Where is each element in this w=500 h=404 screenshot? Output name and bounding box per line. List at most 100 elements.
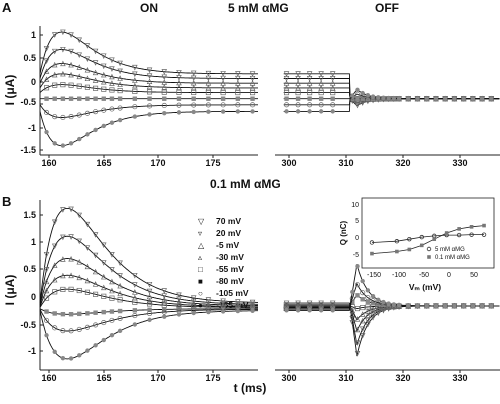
data-point-20-mv bbox=[161, 293, 168, 299]
data-point-155-mv bbox=[44, 333, 49, 338]
data-point-155-mv bbox=[109, 120, 115, 125]
data-point-20-mv bbox=[43, 58, 50, 64]
data-point-155-mv bbox=[235, 308, 241, 314]
data-point-105-mv bbox=[365, 295, 371, 301]
panel-b-xlabel: t (ms) bbox=[234, 381, 267, 395]
data-point-80-mv bbox=[85, 311, 90, 316]
data-point-155-mv bbox=[433, 303, 439, 309]
data-point-155-mv bbox=[376, 95, 381, 100]
data-point-80-mv bbox=[162, 307, 167, 312]
data-point-155-mv bbox=[176, 110, 182, 115]
data-point-80-mv bbox=[365, 96, 371, 101]
x-tick-label: 160 bbox=[41, 373, 56, 383]
data-point-105-mv bbox=[132, 104, 138, 110]
data-point-105-mv bbox=[109, 106, 115, 112]
data-point-55-mv bbox=[161, 89, 167, 95]
data-point-105-mv bbox=[84, 110, 90, 116]
data-point-20-mv bbox=[51, 48, 58, 55]
inset-point-5-mm-mg bbox=[419, 234, 424, 240]
data-point-155-mv bbox=[117, 117, 123, 123]
y-tick-label: 1 bbox=[31, 30, 36, 40]
data-point-155-mv bbox=[489, 303, 494, 309]
data-point-5-mv bbox=[370, 308, 376, 315]
panel-a-off-label: OFF bbox=[375, 1, 399, 15]
y-tick-label: -1 bbox=[28, 346, 36, 356]
legend-marker-minus80: ■ bbox=[198, 277, 203, 286]
x-tick-label: 300 bbox=[281, 158, 296, 168]
data-point-105-mv bbox=[76, 112, 82, 118]
inset-point-5-mm-mg bbox=[456, 232, 462, 238]
data-point-80-mv bbox=[307, 96, 312, 101]
data-point-155-mv bbox=[44, 129, 49, 135]
legend-marker-minus55: □ bbox=[198, 265, 203, 274]
x-tick-label: 165 bbox=[96, 373, 111, 383]
data-point-70-mv bbox=[92, 232, 99, 238]
data-point-20-mv bbox=[132, 71, 138, 78]
data-point-155-mv bbox=[191, 310, 196, 316]
data-point-70-mv bbox=[43, 251, 50, 258]
data-point-155-mv bbox=[132, 322, 138, 327]
data-point-80-mv bbox=[93, 96, 98, 101]
data-point-20-mv bbox=[92, 252, 99, 259]
data-point-70-mv bbox=[117, 260, 123, 267]
data-point-20-mv bbox=[295, 302, 301, 308]
data-point-70-mv bbox=[176, 292, 182, 299]
x-tick-label: 170 bbox=[150, 373, 165, 383]
data-point-30-mv bbox=[109, 287, 115, 294]
data-point-155-mv bbox=[386, 301, 391, 306]
data-point-30-mv bbox=[146, 83, 153, 90]
data-point-105-mv bbox=[146, 310, 153, 317]
data-point-80-mv bbox=[206, 306, 211, 312]
inset-point-5-mm-mg bbox=[407, 236, 412, 242]
data-point-20-mv bbox=[283, 302, 290, 308]
data-point-155-mv bbox=[396, 302, 402, 308]
panel-a-on-label: ON bbox=[140, 1, 158, 15]
data-point-155-mv bbox=[191, 109, 196, 115]
data-point-30-mv bbox=[43, 76, 50, 82]
data-point-80-mv bbox=[132, 96, 138, 101]
data-point-155-mv bbox=[415, 96, 420, 101]
data-point-80-mv bbox=[220, 96, 226, 101]
data-point-5-mv bbox=[100, 71, 107, 78]
data-point-80-mv bbox=[206, 96, 211, 101]
data-point-5-mv bbox=[60, 256, 66, 262]
data-point-20-mv bbox=[117, 273, 123, 279]
data-point-155-mv bbox=[176, 312, 182, 317]
panel-b-on-axes bbox=[39, 200, 258, 371]
x-tick-label: 320 bbox=[395, 373, 410, 383]
data-point-105-mv bbox=[146, 103, 153, 109]
data-point-70-mv bbox=[176, 70, 182, 76]
data-point-155-mv bbox=[461, 96, 466, 101]
data-point-70-mv bbox=[306, 71, 313, 77]
data-point-105-mv bbox=[84, 324, 90, 330]
data-point-155-mv bbox=[470, 96, 476, 101]
data-point-20-mv bbox=[205, 75, 212, 82]
data-point-5-mv bbox=[60, 60, 66, 67]
y-tick-label: 0.5 bbox=[23, 264, 36, 274]
data-point-105-mv bbox=[295, 102, 301, 108]
data-point-55-mv bbox=[191, 89, 197, 96]
data-point-55-mv bbox=[365, 304, 371, 310]
data-point-5-mv bbox=[132, 289, 138, 295]
trace-a-on-105-mv bbox=[39, 104, 258, 118]
data-point-70-mv bbox=[375, 310, 382, 317]
data-point-70-mv bbox=[60, 207, 66, 213]
data-point-155-mv bbox=[85, 132, 90, 137]
data-point-5-mv bbox=[68, 255, 74, 262]
data-point-105-mv bbox=[93, 322, 99, 328]
data-point-155-mv bbox=[391, 302, 397, 307]
data-point-20-mv bbox=[365, 317, 371, 324]
trace-a-on-30-mv bbox=[39, 73, 258, 89]
legend-marker-minus105: ○ bbox=[198, 289, 203, 298]
data-point-30-mv bbox=[349, 307, 356, 314]
data-point-80-mv bbox=[191, 306, 196, 312]
panel-b-off-traces bbox=[283, 263, 500, 357]
data-point-80-mv bbox=[250, 96, 255, 101]
data-point-20-mv bbox=[100, 260, 107, 266]
legend-entry: 20 mV bbox=[216, 228, 241, 238]
data-point-155-mv bbox=[60, 355, 66, 361]
data-point-155-mv bbox=[60, 143, 66, 148]
data-point-55-mv bbox=[283, 90, 290, 96]
data-point-70-mv bbox=[84, 221, 91, 228]
data-point-30-mv bbox=[76, 73, 83, 80]
